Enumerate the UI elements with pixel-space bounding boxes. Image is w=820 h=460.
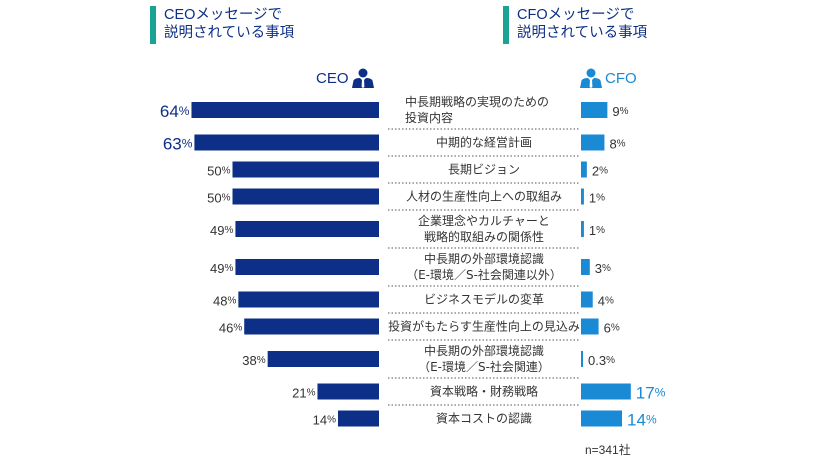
- category-label: 資本コストの認識: [436, 411, 532, 426]
- ceo-value-label: 50%: [207, 190, 230, 205]
- ceo-bar: [235, 259, 379, 275]
- category-label: 人材の生産性向上への取組み: [406, 189, 562, 204]
- cfo-value-label: 2%: [592, 163, 608, 178]
- category-label: ビジネスモデルの変革: [424, 292, 544, 307]
- cfo-value-label: 4%: [598, 293, 614, 308]
- ceo-value-label: 14%: [313, 412, 336, 427]
- cfo-value-label: 6%: [604, 320, 620, 335]
- category-label: 中期的な経営計画: [436, 135, 532, 150]
- cfo-bar: [581, 291, 593, 308]
- cfo-bar: [581, 259, 590, 275]
- category-label: 資本戦略・財務戦略: [430, 384, 538, 399]
- cfo-heading-line-2: 説明されている事項: [517, 25, 648, 41]
- sample-size-note: n=341社: [585, 443, 631, 457]
- cfo-value-label: 14%: [627, 410, 657, 429]
- ceo-bar: [337, 410, 379, 427]
- ceo-value-label: 38%: [242, 353, 265, 368]
- ceo-bar: [244, 318, 379, 335]
- category-label: 投資内容: [405, 110, 453, 125]
- cfo-bar: [581, 188, 584, 205]
- ceo-bar: [235, 221, 379, 237]
- ceo-value-label: 49%: [210, 223, 233, 238]
- cfo-bar: [581, 161, 587, 178]
- category-label: （E-環境／S-社会関連）: [418, 359, 550, 374]
- ceo-value-label: 46%: [219, 320, 242, 335]
- ceo-value-label: 64%: [160, 102, 190, 121]
- legend-cfo: CFO: [580, 68, 637, 88]
- ceo-heading-line-2: 説明されている事項: [164, 25, 295, 41]
- category-label: 長期ビジョン: [448, 163, 520, 177]
- ceo-bar: [232, 161, 379, 178]
- ceo-heading-line-1: CEOメッセージで: [164, 7, 283, 23]
- legend-ceo: CEO: [316, 68, 374, 88]
- cfo-value-label: 8%: [609, 136, 625, 151]
- ceo-section-heading: CEOメッセージで 説明されている事項: [150, 6, 295, 44]
- cfo-bar: [581, 134, 605, 151]
- cfo-heading-line-1: CFOメッセージで: [517, 7, 635, 23]
- category-label: 企業理念やカルチャーと: [418, 213, 550, 228]
- cfo-bar: [581, 318, 599, 335]
- ceo-value-label: 63%: [163, 134, 193, 153]
- category-label: 中長期戦略の実現のための: [405, 94, 549, 109]
- cfo-bar: [581, 410, 623, 427]
- legend-cfo-label: CFO: [605, 69, 637, 87]
- ceo-bar: [317, 383, 379, 400]
- ceo-bar: [232, 188, 379, 205]
- cfo-bar: [581, 221, 584, 237]
- ceo-person-icon: [351, 68, 374, 88]
- ceo-bar: [267, 351, 379, 367]
- cfo-bar: [581, 102, 608, 118]
- cfo-value-label: 3%: [595, 261, 611, 276]
- cfo-value-label: 1%: [589, 223, 605, 238]
- category-label: 投資がもたらす生産性向上の見込み: [388, 319, 580, 334]
- ceo-bar: [238, 291, 379, 308]
- legend-ceo-label: CEO: [316, 69, 349, 87]
- cfo-value-label: 0.3%: [588, 353, 615, 368]
- category-label: 中長期の外部環境認識: [424, 251, 544, 266]
- category-label: 中長期の外部環境認識: [424, 343, 544, 358]
- ceo-bar: [194, 134, 379, 151]
- cfo-person-icon: [580, 68, 602, 88]
- heading-accent-bar: [150, 6, 156, 44]
- category-label: （E-環境／S-社会関連以外）: [406, 267, 562, 282]
- ceo-value-label: 50%: [207, 163, 230, 178]
- ceo-value-label: 21%: [292, 385, 315, 400]
- cfo-bar: [581, 351, 583, 367]
- category-label: 戦略的取組みの関係性: [424, 229, 544, 244]
- ceo-value-label: 48%: [213, 293, 236, 308]
- cfo-value-label: 17%: [636, 383, 666, 402]
- cfo-bar: [581, 383, 631, 400]
- cfo-value-label: 1%: [589, 190, 605, 205]
- cfo-value-label: 9%: [612, 104, 628, 119]
- ceo-bar: [191, 102, 379, 118]
- heading-accent-bar: [503, 6, 509, 44]
- ceo-value-label: 49%: [210, 261, 233, 276]
- cfo-section-heading: CFOメッセージで 説明されている事項: [503, 6, 648, 44]
